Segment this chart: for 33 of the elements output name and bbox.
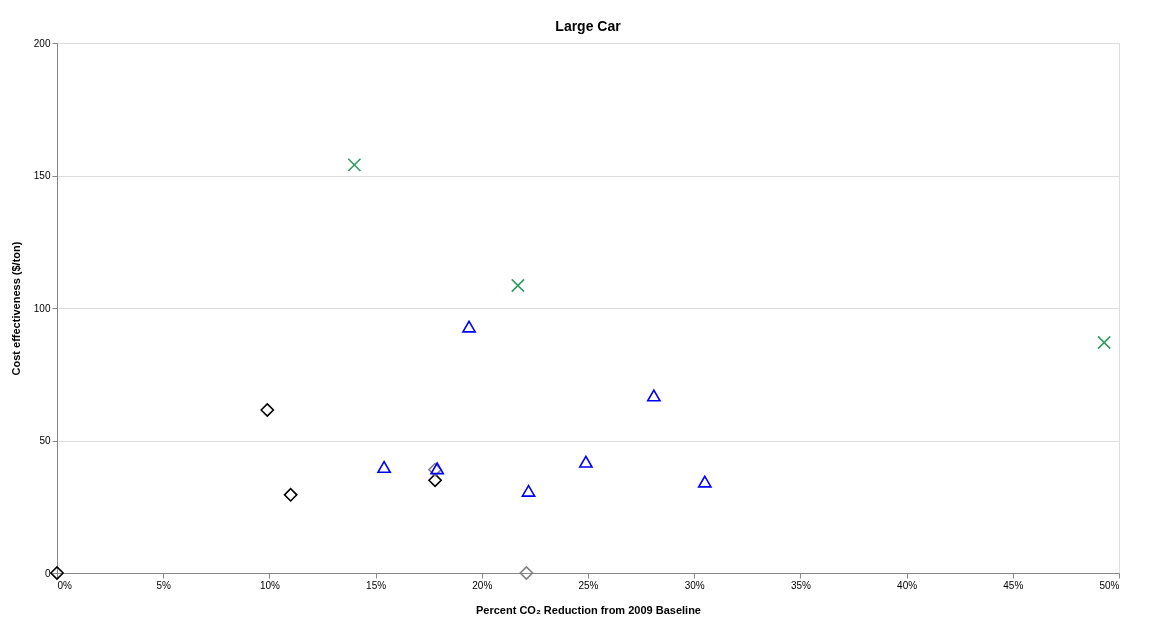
- y-axis-title: Cost effectiveness ($/ton): [9, 241, 22, 376]
- point: [347, 157, 362, 172]
- point: [519, 566, 534, 580]
- x-tick-label: 45%: [1003, 579, 1024, 591]
- chart-title: Large Car: [555, 18, 622, 34]
- x-tick-label: 0%: [57, 579, 73, 591]
- y-tick-label: 200: [33, 37, 51, 49]
- point: [462, 320, 476, 333]
- point: [428, 473, 442, 488]
- point: [377, 460, 392, 474]
- x-tick-label: 50%: [1099, 579, 1120, 591]
- x-tick-label: 5%: [156, 579, 172, 591]
- x-tick-label: 40%: [897, 579, 918, 591]
- y-tick-label: 0: [44, 567, 51, 579]
- point: [1097, 335, 1112, 350]
- point: [697, 475, 712, 488]
- x-axis-title: Percent CO₂ Reduction from 2009 Baseline: [476, 603, 701, 616]
- point: [283, 487, 298, 502]
- y-tick-label: 150: [33, 170, 51, 181]
- point: [50, 566, 64, 580]
- point: [521, 484, 536, 497]
- point: [578, 455, 593, 468]
- y-tick-label: 100: [33, 302, 51, 314]
- x-tick-label: 10%: [259, 579, 281, 591]
- x-tick-label: 20%: [472, 579, 493, 591]
- x-tick-label: 15%: [366, 579, 387, 591]
- y-tick-label: 50: [39, 435, 51, 446]
- point: [260, 403, 275, 417]
- point: [510, 278, 525, 293]
- x-tick-label: 25%: [578, 579, 599, 591]
- point: [646, 389, 661, 402]
- x-tick-label: 35%: [790, 579, 812, 591]
- x-tick-label: 30%: [684, 579, 705, 591]
